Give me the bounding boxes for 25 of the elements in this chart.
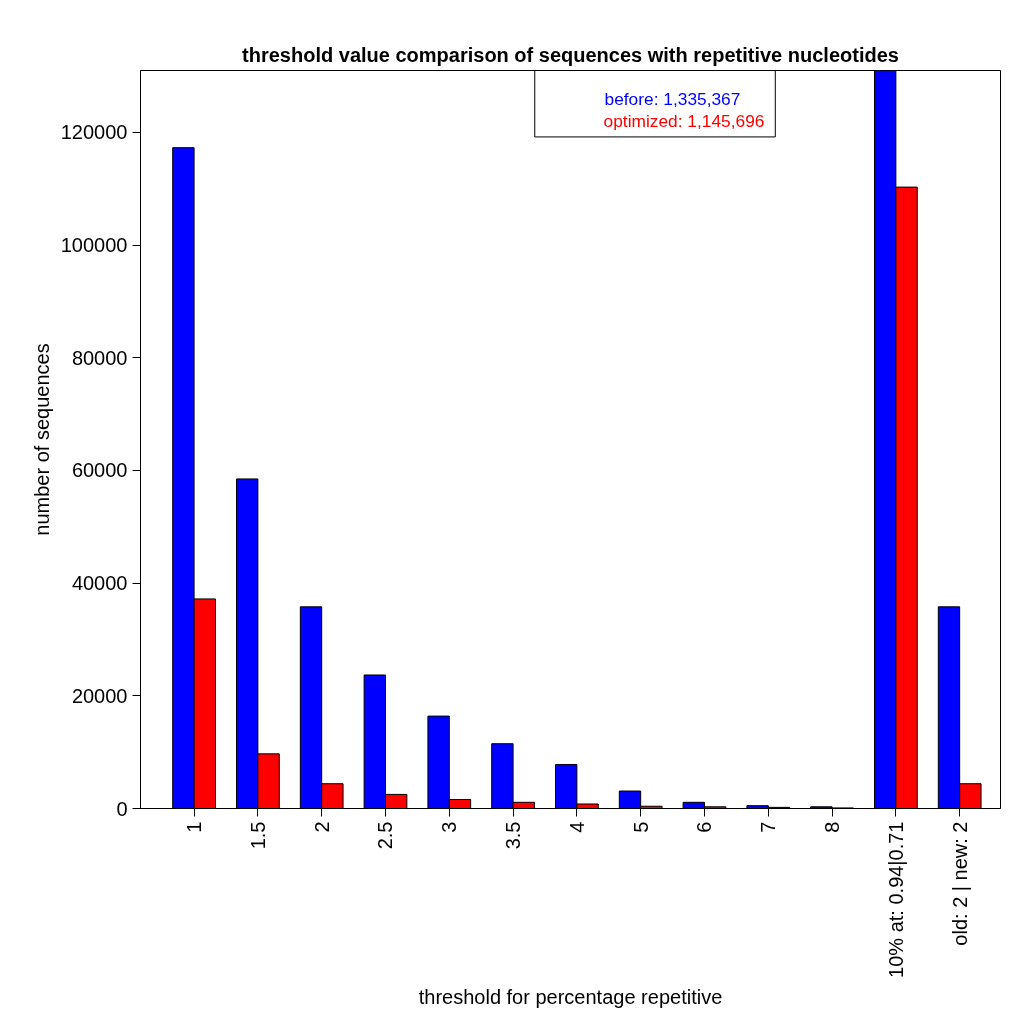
y-tick-label: 0 [116, 797, 128, 820]
y-tick-label: 120000 [60, 121, 128, 144]
x-tick-label: 1 [183, 821, 206, 833]
x-axis-title: threshold for percentage repetitive [418, 985, 723, 1008]
x-tick-label: 8 [821, 821, 844, 833]
y-axis-title: number of sequences [30, 343, 53, 536]
x-tick-label: 3 [438, 821, 461, 833]
x-tick-label: 3.5 [502, 821, 525, 850]
x-tick-label: 2.5 [374, 821, 397, 850]
x-tick-label: 10% at: 0.94|0.71 [884, 821, 907, 978]
x-tick-label: old: 2 | new: 2 [948, 821, 971, 946]
x-tick-label: 7 [757, 821, 780, 833]
y-tick-label: 100000 [60, 234, 128, 257]
text: before: 1,335,367 [604, 89, 741, 110]
x-tick-label: 4 [565, 821, 588, 833]
y-tick-label: 40000 [71, 572, 128, 595]
x-tick-label: 6 [693, 821, 716, 833]
y-tick-label: 20000 [71, 684, 128, 707]
x-tick-label: 5 [629, 821, 652, 833]
y-tick-label: 60000 [71, 459, 128, 482]
x-tick-label: 1.5 [246, 821, 269, 850]
y-tick-label: 80000 [71, 346, 128, 369]
x-tick-label: 2 [310, 821, 333, 833]
chart-title: threshold value comparison of sequences with repetitive nucleotides [242, 43, 899, 66]
text: optimized: 1,145,696 [603, 111, 765, 132]
